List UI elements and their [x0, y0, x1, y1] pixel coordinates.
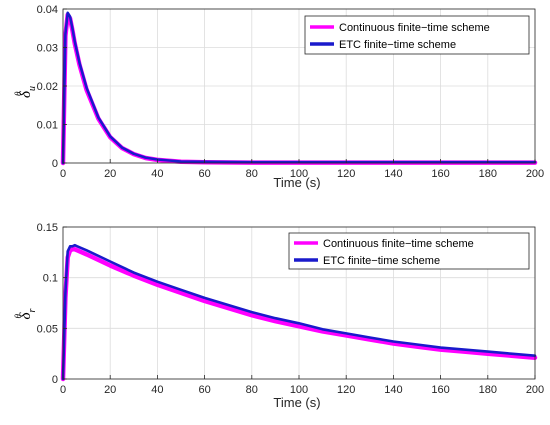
x-tick-label-bottom-1: 20: [104, 384, 116, 396]
legend-box-top: [304, 15, 530, 55]
x-tick-label-bottom-9: 180: [479, 384, 497, 396]
x-tick-label-top-3: 60: [198, 168, 210, 180]
legend-top: Continuous finite−time scheme ETC finite…: [304, 15, 530, 55]
x-tick-label-bottom-4: 80: [246, 384, 258, 396]
y-tick-label-top-3: 0.03: [37, 43, 58, 55]
y-axis-label-top: δuθ: [13, 86, 38, 98]
y-tick-label-bottom-3: 0.15: [37, 222, 58, 234]
x-tick-label-top-4: 80: [246, 168, 258, 180]
y-axis-symbol-bottom: δ: [18, 311, 34, 319]
x-axis-label-top: Time (s): [273, 175, 320, 190]
x-tick-label-bottom-7: 140: [384, 384, 402, 396]
y-axis-symbol-top: δ: [18, 90, 34, 98]
legend-label-top-continuous: Continuous finite−time scheme: [339, 22, 490, 34]
chart-bottom: 0 20 40 60 80 100 120 140 160 180 20000.050.10.15 …: [13, 222, 544, 410]
x-tick-label-bottom-8: 160: [431, 384, 449, 396]
y-tick-label-bottom-0: 0: [52, 374, 58, 386]
y-tick-label-top-1: 0.01: [37, 120, 58, 132]
legend-label-bottom-etc: ETC finite−time scheme: [323, 255, 440, 267]
x-tick-label-bottom-2: 40: [151, 384, 163, 396]
y-tick-label-bottom-1: 0.05: [37, 323, 58, 335]
y-tick-label-bottom-2: 0.1: [43, 273, 58, 285]
x-tick-label-top-9: 180: [479, 168, 497, 180]
x-tick-label-top-10: 200: [526, 168, 544, 180]
series-line-bottom-continuous: [60, 247, 538, 382]
series-line-top-etc: [61, 11, 537, 165]
x-tick-label-bottom-5: 100: [290, 384, 308, 396]
legend-label-bottom-continuous: Continuous finite−time scheme: [323, 238, 474, 250]
y-axis-label-bottom: δrθ: [13, 308, 38, 319]
x-tick-label-top-1: 20: [104, 168, 116, 180]
y-axis-superscript-bottom: θ: [13, 314, 23, 319]
x-axis-label-bottom: Time (s): [273, 395, 320, 410]
x-tick-label-top-8: 160: [431, 168, 449, 180]
x-tick-label-top-6: 120: [337, 168, 355, 180]
y-tick-label-top-2: 0.02: [37, 81, 58, 93]
y-tick-label-top-4: 0.04: [37, 4, 58, 16]
x-tick-label-bottom-6: 120: [337, 384, 355, 396]
x-tick-label-bottom-10: 200: [526, 384, 544, 396]
chart-top: 0 20 40 60 80 100 120 140 160 180 200 0 0.01 0.02 0.03…: [13, 4, 544, 190]
y-tick-label-top-0: 0: [52, 158, 58, 170]
x-tick-label-bottom-0: 0: [60, 384, 66, 396]
legend-box-bottom: [288, 232, 530, 270]
y-axis-subscript-bottom: r: [27, 308, 38, 312]
x-tick-label-top-2: 40: [151, 168, 163, 180]
legend-label-top-etc: ETC finite−time scheme: [339, 39, 456, 51]
x-tick-label-top-5: 100: [290, 168, 308, 180]
x-tick-label-top-0: 0: [60, 168, 66, 180]
y-axis-subscript-top: u: [27, 86, 38, 91]
legend-bottom: Continuous finite−time scheme ETC finite…: [288, 232, 530, 270]
y-axis-superscript-top: θ: [13, 91, 23, 96]
series-line-bottom-etc: [61, 243, 537, 381]
x-tick-label-bottom-3: 60: [198, 384, 210, 396]
x-tick-label-top-7: 140: [384, 168, 402, 180]
